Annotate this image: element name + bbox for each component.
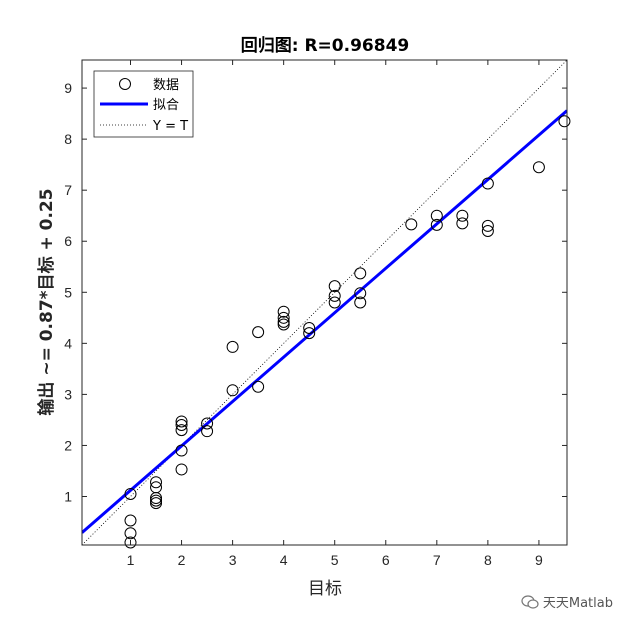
x-tick-label: 7 <box>433 552 441 568</box>
x-tick-label: 9 <box>535 552 543 568</box>
data-point <box>124 536 137 549</box>
legend-marker-data <box>119 78 131 90</box>
data-point <box>481 225 494 238</box>
watermark-text: 天天Matlab <box>542 596 613 611</box>
data-point <box>226 384 239 397</box>
data-point <box>124 527 137 540</box>
y-tick-label: 2 <box>64 437 72 453</box>
x-tick-label: 6 <box>382 552 390 568</box>
data-point <box>354 267 367 280</box>
data-point <box>226 340 239 353</box>
wechat-icon <box>521 594 539 609</box>
legend-label-identity: Y = T <box>152 119 188 134</box>
data-point <box>175 424 188 437</box>
plot-area <box>81 59 571 549</box>
y-tick-label: 4 <box>64 335 72 351</box>
data-point <box>328 289 341 302</box>
data-point <box>430 209 443 222</box>
data-point <box>175 463 188 476</box>
x-tick-label: 8 <box>484 552 492 568</box>
watermark: 天天Matlab <box>521 592 613 611</box>
y-tick-label: 3 <box>64 386 72 402</box>
data-point <box>277 311 290 324</box>
data-point <box>277 318 290 331</box>
fit-line <box>82 109 567 534</box>
data-point <box>201 425 214 438</box>
data-point <box>277 305 290 318</box>
data-point <box>150 492 163 505</box>
data-point <box>277 315 290 328</box>
y-tick-label: 7 <box>64 182 72 198</box>
y-tick-label: 8 <box>64 131 72 147</box>
data-point <box>430 218 443 231</box>
y-axis-label: 输出 ~= 0.87*目标 + 0.25 <box>36 188 57 415</box>
data-point <box>532 161 545 174</box>
data-point <box>456 217 469 230</box>
data-point <box>124 514 137 527</box>
data-point <box>150 494 163 507</box>
x-tick-label: 2 <box>178 552 186 568</box>
data-point <box>303 327 316 340</box>
data-point <box>303 322 316 335</box>
y-tick-label: 9 <box>64 80 72 96</box>
data-point <box>354 296 367 309</box>
data-point <box>175 444 188 457</box>
data-point <box>252 380 265 393</box>
data-point <box>201 417 214 430</box>
data-point <box>558 115 571 128</box>
data-point <box>405 218 418 231</box>
x-tick-label: 5 <box>331 552 339 568</box>
legend-label-data: 数据 <box>153 78 179 93</box>
legend-label-fit: 拟合 <box>153 98 179 113</box>
legend: 数据 拟合 Y = T <box>93 70 194 138</box>
data-point <box>354 287 367 300</box>
x-tick-label: 4 <box>280 552 288 568</box>
axis-ticks: 1 2 3 4 5 6 7 8 9 1 2 3 4 5 6 7 8 9 <box>64 60 567 568</box>
data-point <box>150 497 163 510</box>
data-point <box>328 280 341 293</box>
data-point <box>175 415 188 428</box>
data-point <box>175 419 188 432</box>
y-tick-label: 6 <box>64 233 72 249</box>
chart-title: 回归图: R=0.96849 <box>241 35 409 56</box>
x-axis-label: 目标 <box>308 579 342 599</box>
data-point <box>150 476 163 489</box>
y-tick-label: 1 <box>64 489 72 505</box>
data-point <box>456 209 469 222</box>
x-tick-label: 1 <box>127 552 135 568</box>
y-tick-label: 5 <box>64 284 72 300</box>
x-tick-label: 3 <box>229 552 237 568</box>
data-point <box>252 326 265 339</box>
data-point <box>481 219 494 232</box>
data-point <box>481 177 494 190</box>
data-point <box>328 296 341 309</box>
axes-box <box>81 59 568 546</box>
data-point <box>124 487 137 500</box>
